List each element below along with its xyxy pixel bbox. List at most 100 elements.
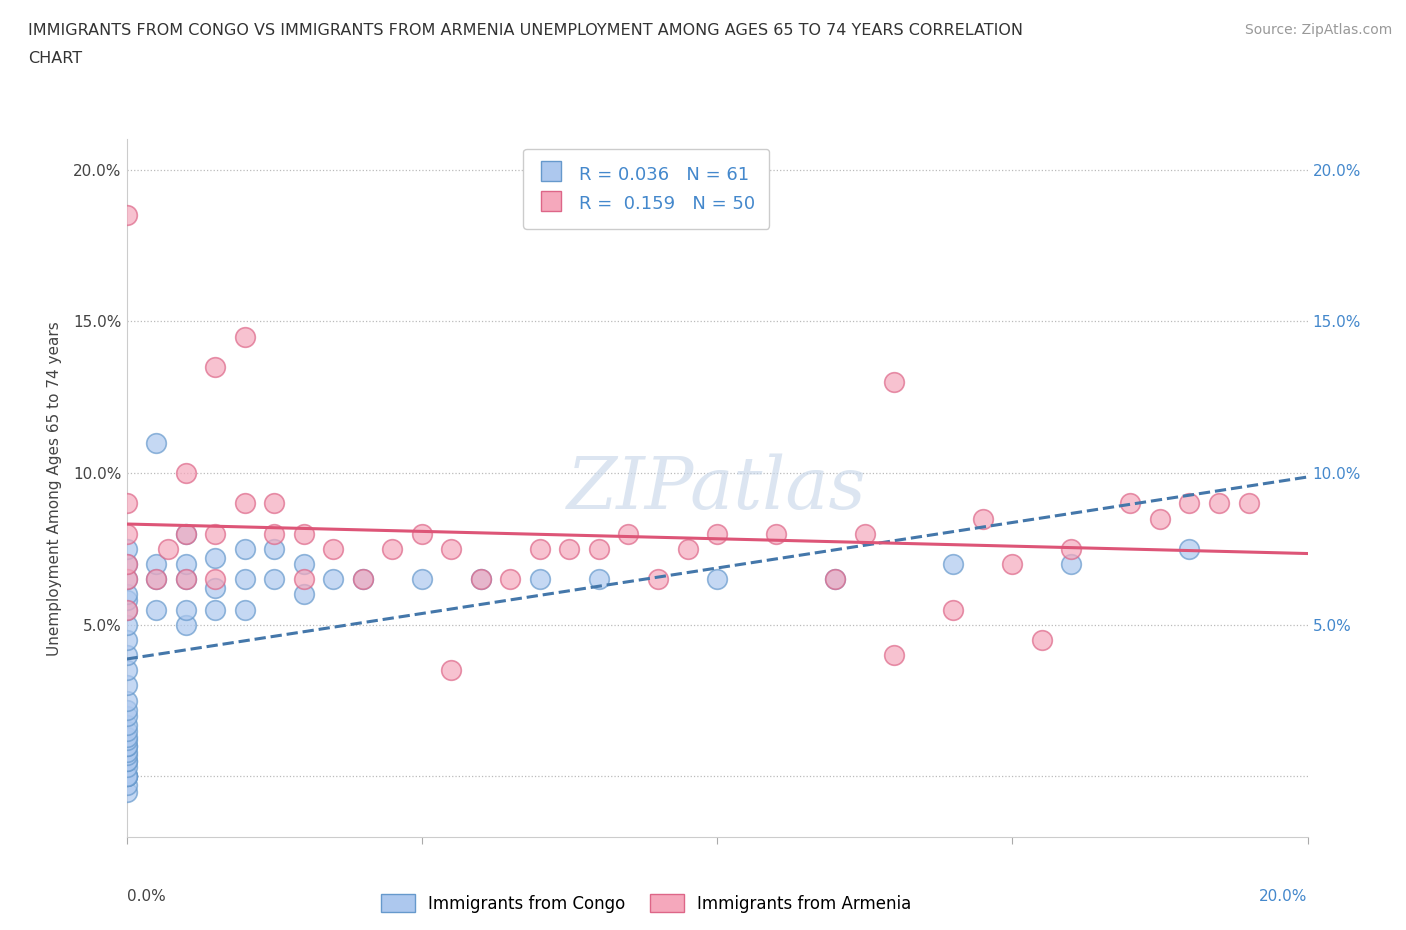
Point <box>115 769 138 784</box>
Point <box>115 733 138 748</box>
Point <box>174 572 197 587</box>
Point <box>411 572 433 587</box>
Point <box>204 602 226 617</box>
Point <box>1060 541 1083 556</box>
Point <box>115 587 138 602</box>
Point <box>972 512 994 526</box>
Point <box>115 526 138 541</box>
Point <box>115 618 138 632</box>
Point <box>263 572 285 587</box>
Point <box>115 632 138 647</box>
Point <box>292 587 315 602</box>
Point <box>204 572 226 587</box>
Point <box>145 572 167 587</box>
Point <box>440 541 463 556</box>
Point <box>204 581 226 596</box>
Point <box>322 541 344 556</box>
Point <box>588 572 610 587</box>
Point <box>115 663 138 678</box>
Point <box>706 526 728 541</box>
Point <box>233 329 256 344</box>
Point <box>115 602 138 617</box>
Point <box>115 593 138 608</box>
Point <box>647 572 669 587</box>
Point <box>470 572 492 587</box>
Text: CHART: CHART <box>28 51 82 66</box>
Point <box>115 717 138 732</box>
Point <box>115 738 138 753</box>
Point <box>292 572 315 587</box>
Point <box>1149 512 1171 526</box>
Text: 0.0%: 0.0% <box>127 889 166 904</box>
Point <box>115 572 138 587</box>
Y-axis label: Unemployment Among Ages 65 to 74 years: Unemployment Among Ages 65 to 74 years <box>48 321 62 656</box>
Point <box>381 541 404 556</box>
Point <box>115 709 138 724</box>
Point <box>115 738 138 753</box>
Point <box>529 572 551 587</box>
Point <box>440 663 463 678</box>
Point <box>174 557 197 572</box>
Point <box>115 769 138 784</box>
Text: 20.0%: 20.0% <box>1260 889 1308 904</box>
Point <box>115 557 138 572</box>
Point <box>174 602 197 617</box>
Point <box>115 724 138 738</box>
Point <box>233 496 256 511</box>
Text: IMMIGRANTS FROM CONGO VS IMMIGRANTS FROM ARMENIA UNEMPLOYMENT AMONG AGES 65 TO 7: IMMIGRANTS FROM CONGO VS IMMIGRANTS FROM… <box>28 23 1024 38</box>
Point <box>145 435 167 450</box>
Point <box>942 602 965 617</box>
Point <box>352 572 374 587</box>
Point <box>676 541 699 556</box>
Point <box>156 541 179 556</box>
Point <box>352 572 374 587</box>
Point <box>115 208 138 223</box>
Point <box>115 572 138 587</box>
Point <box>322 572 344 587</box>
Point <box>115 678 138 693</box>
Point <box>499 572 522 587</box>
Point <box>204 526 226 541</box>
Point <box>263 526 285 541</box>
Point <box>115 745 138 760</box>
Point <box>115 784 138 799</box>
Point <box>115 769 138 784</box>
Point <box>1031 632 1053 647</box>
Point <box>233 572 256 587</box>
Text: Source: ZipAtlas.com: Source: ZipAtlas.com <box>1244 23 1392 37</box>
Point <box>558 541 581 556</box>
Point <box>263 496 285 511</box>
Point <box>1178 496 1201 511</box>
Point <box>292 557 315 572</box>
Point <box>1208 496 1230 511</box>
Point <box>115 753 138 768</box>
Point <box>115 541 138 556</box>
Point <box>174 526 197 541</box>
Point <box>115 778 138 793</box>
Point <box>145 572 167 587</box>
Point <box>1178 541 1201 556</box>
Point <box>115 557 138 572</box>
Point <box>617 526 640 541</box>
Point <box>115 760 138 775</box>
Point <box>115 729 138 744</box>
Point <box>115 748 138 763</box>
Point <box>174 618 197 632</box>
Point <box>115 702 138 717</box>
Point <box>529 541 551 556</box>
Point <box>115 647 138 662</box>
Point <box>853 526 876 541</box>
Point <box>115 496 138 511</box>
Point <box>765 526 787 541</box>
Point <box>115 602 138 617</box>
Point <box>1119 496 1142 511</box>
Point <box>883 375 905 390</box>
Point <box>588 541 610 556</box>
Point <box>233 602 256 617</box>
Point <box>942 557 965 572</box>
Point <box>174 526 197 541</box>
Point <box>204 360 226 375</box>
Point <box>883 647 905 662</box>
Point <box>115 693 138 708</box>
Point <box>174 466 197 481</box>
